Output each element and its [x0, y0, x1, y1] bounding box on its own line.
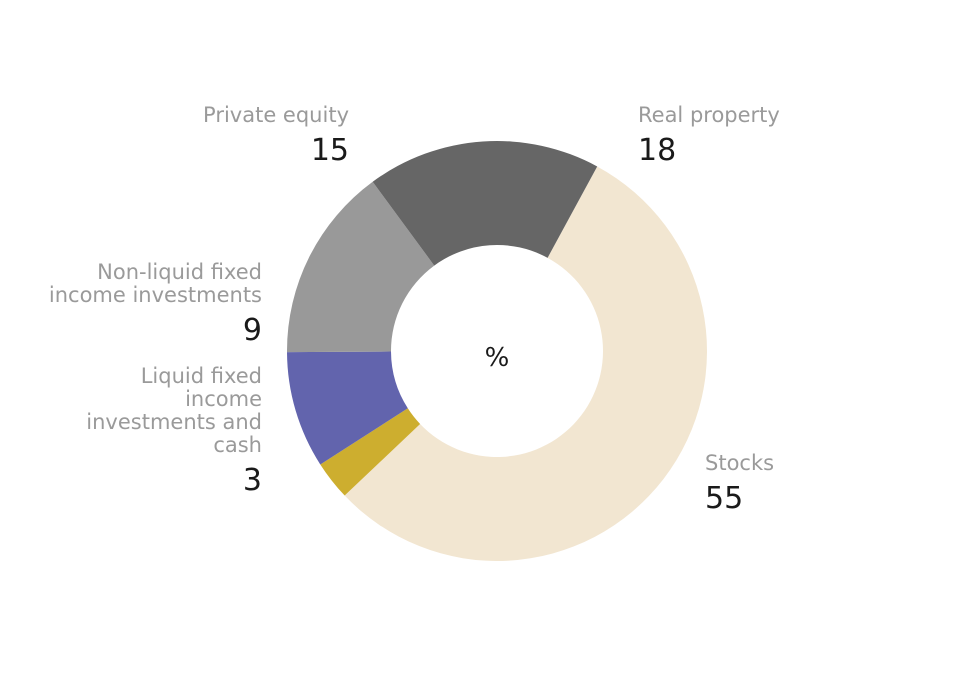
slice-label-value: 18: [638, 133, 676, 168]
slice-label-value: 9: [243, 313, 262, 348]
slice-label-name: Real property: [638, 103, 780, 127]
slice-labels: Stocks 55 Liquid fixed income investments an…: [49, 103, 780, 516]
slice-label-name: Liquid fixed income investments and cash: [86, 364, 262, 457]
slice-private-equity: [287, 181, 435, 353]
slice-stocks: [344, 166, 707, 561]
slice-label-name: Stocks: [705, 451, 774, 475]
slice-non-liquid-fixed-income-investments: [287, 351, 408, 465]
slice-label-value: 3: [243, 463, 262, 498]
slice-label-value: 15: [311, 133, 349, 168]
donut-slices: [287, 141, 707, 561]
slice-label-name: Non-liquid fixed income investments: [49, 260, 262, 307]
slice-label-value: 55: [705, 481, 743, 516]
slice-liquid-fixed-income-investments-and-cash: [320, 408, 421, 496]
center-label: %: [485, 343, 510, 373]
slice-label-name: Private equity: [203, 103, 349, 127]
slice-real-property: [372, 141, 598, 266]
